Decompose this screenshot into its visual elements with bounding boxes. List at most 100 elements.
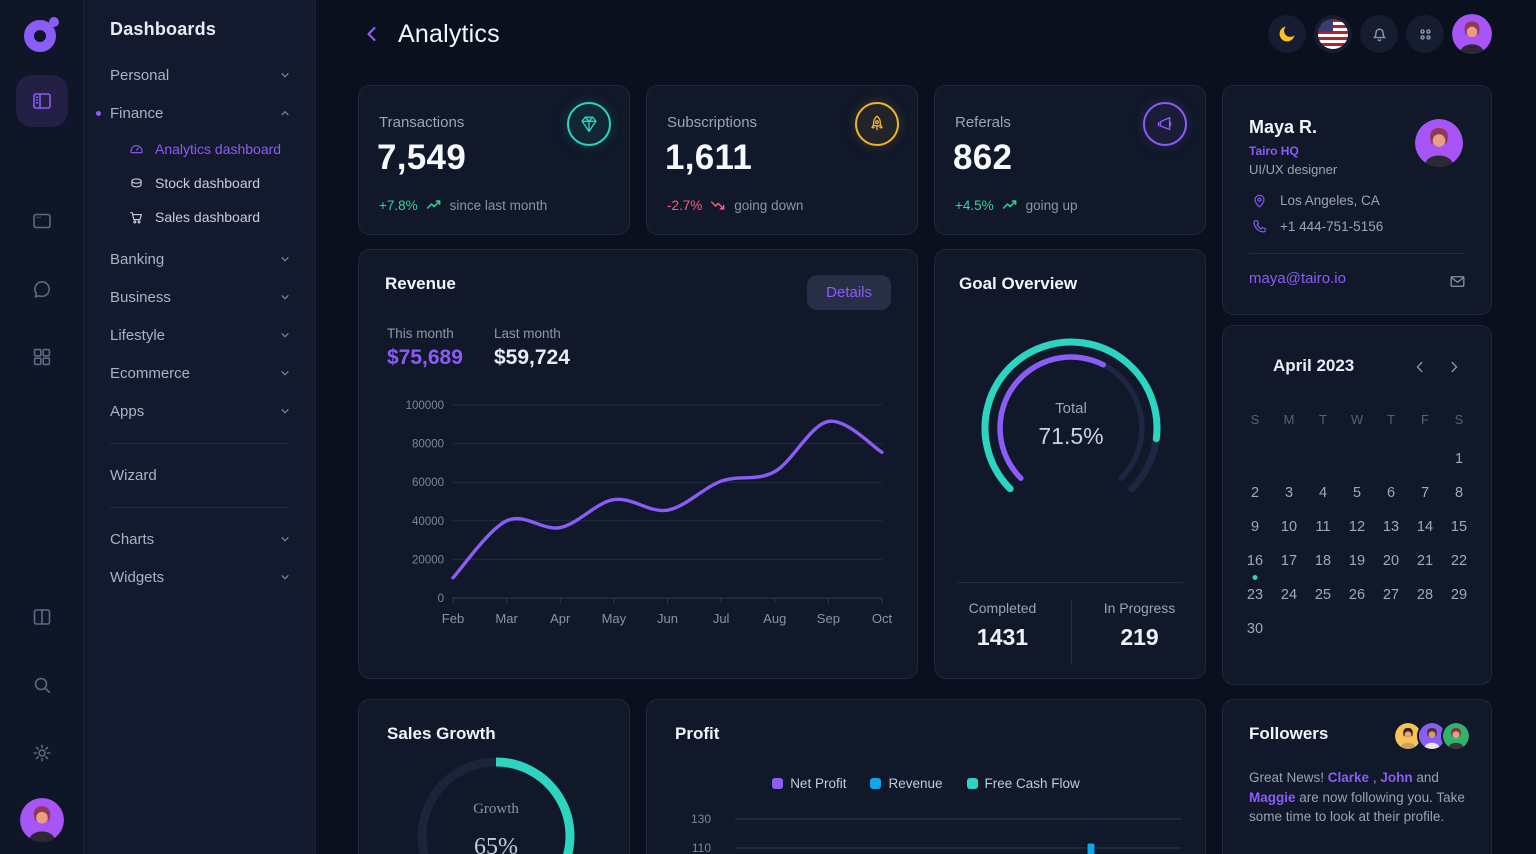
svg-text:110: 110 (692, 841, 711, 854)
follower-name-link[interactable]: John (1380, 770, 1413, 785)
language-button[interactable] (1314, 15, 1352, 53)
legend-item-net-profit[interactable]: Net Profit (772, 776, 846, 791)
stat-card-referals: Referals 862 +4.5% going up (934, 85, 1206, 235)
sidebar-item-business[interactable]: Business (84, 278, 315, 316)
rail-item-window-icon[interactable] (30, 209, 54, 233)
legend-item-revenue[interactable]: Revenue (870, 776, 943, 791)
svg-text:80000: 80000 (412, 439, 444, 451)
details-button[interactable]: Details (807, 275, 891, 310)
icon-rail (0, 0, 84, 854)
svg-text:Apr: Apr (550, 611, 571, 626)
goal-center-value: 71.5% (1038, 423, 1104, 449)
calendar-day[interactable]: 12 (1348, 519, 1366, 535)
sidebar-item-lifestyle[interactable]: Lifestyle (84, 316, 315, 354)
apps-button[interactable] (1406, 15, 1444, 53)
chat-icon (33, 281, 50, 298)
svg-text:Aug: Aug (763, 611, 786, 626)
follower-avatar-1[interactable] (1393, 721, 1423, 751)
calendar-day[interactable]: 9 (1250, 519, 1260, 535)
header-user-avatar[interactable] (1452, 14, 1492, 54)
follower-avatar-3[interactable] (1441, 721, 1471, 751)
calendar-day[interactable]: 18 (1314, 553, 1332, 569)
rail-item-sidebar-layout-icon[interactable] (15, 75, 68, 127)
rail-item-columns-icon[interactable] (30, 605, 54, 629)
theme-toggle-button[interactable] (1268, 15, 1306, 53)
calendar-day[interactable]: 17 (1280, 553, 1298, 569)
goal-title: Goal Overview (959, 274, 1078, 293)
calendar-day[interactable]: 28 (1416, 587, 1434, 603)
chevron-down-icon (281, 371, 289, 376)
rail-item-chat-icon[interactable] (30, 277, 54, 301)
svg-text:Growth: Growth (473, 801, 519, 817)
notifications-button[interactable] (1360, 15, 1398, 53)
sidebar-item-ecommerce[interactable]: Ecommerce (84, 354, 315, 392)
tairo-logo[interactable] (22, 14, 62, 54)
inprogress-label: In Progress (1103, 600, 1176, 616)
calendar-day[interactable]: 1 (1454, 451, 1464, 467)
sidebar-item-banking[interactable]: Banking (84, 240, 315, 278)
calendar-day[interactable]: 27 (1382, 587, 1400, 603)
profile-email-link[interactable]: maya@tairo.io (1249, 270, 1346, 287)
calendar-day-empty (1340, 442, 1374, 476)
profile-role: UI/UX designer (1249, 162, 1338, 177)
sidebar-item-finance[interactable]: Finance (84, 94, 315, 132)
chevron-down-icon (281, 537, 289, 542)
calendar-day[interactable]: 4 (1318, 485, 1328, 501)
rocket-icon (871, 115, 883, 131)
calendar-day[interactable]: 8 (1454, 485, 1464, 501)
sidebar-item-stock-dashboard[interactable]: Stock dashboard (84, 166, 315, 200)
sidebar-item-personal[interactable]: Personal (84, 56, 315, 94)
calendar-day[interactable]: 2 (1250, 485, 1260, 501)
calendar-day[interactable]: 30 (1246, 621, 1264, 637)
follower-name-link[interactable]: Maggie (1249, 789, 1296, 805)
calendar-day[interactable]: 25 (1314, 587, 1332, 603)
sidebar-item-apps[interactable]: Apps (84, 392, 315, 430)
calendar-day[interactable]: 29 (1450, 587, 1468, 603)
calendar-day[interactable]: 24 (1280, 587, 1298, 603)
sidebar-item-wizard[interactable]: Wizard (110, 466, 157, 484)
rail-item-grid-icon[interactable] (30, 345, 54, 369)
stat-card-transactions: Transactions 7,549 +7.8% since last month (358, 85, 630, 235)
sidebar-item-analytics-dashboard[interactable]: Analytics dashboard (84, 132, 315, 166)
sales-growth-card: Sales Growth Growth 65% (358, 699, 630, 854)
calendar-day[interactable]: 14 (1416, 519, 1434, 535)
stat-value: 862 (953, 138, 1013, 177)
profile-company: Tairo HQ (1249, 144, 1299, 158)
rail-item-settings-icon[interactable] (30, 741, 54, 765)
mail-icon[interactable] (1448, 272, 1467, 296)
calendar-next-button[interactable] (1445, 358, 1463, 376)
svg-text:Feb: Feb (442, 611, 464, 626)
calendar-day[interactable]: 5 (1352, 485, 1362, 501)
weekday-label: T (1387, 412, 1395, 427)
back-button[interactable] (360, 22, 384, 46)
calendar-day[interactable]: 23 (1246, 587, 1264, 603)
follower-name-link[interactable]: Clarke (1327, 770, 1370, 785)
calendar-prev-button[interactable] (1411, 358, 1429, 376)
calendar-day[interactable]: 11 (1315, 519, 1331, 535)
calendar-day[interactable]: 6 (1386, 485, 1396, 501)
calendar-day[interactable]: 15 (1450, 519, 1468, 535)
rail-item-search-icon[interactable] (30, 673, 54, 697)
svg-text:130: 130 (691, 812, 711, 826)
calendar-day[interactable]: 10 (1280, 519, 1298, 535)
calendar-day[interactable]: 19 (1348, 553, 1366, 569)
profile-card: Maya R. Tairo HQ UI/UX designer Los Ange… (1222, 85, 1492, 315)
followers-card: Followers Great News! Clarke , John and … (1222, 699, 1492, 854)
search-icon (34, 677, 50, 694)
calendar-day[interactable]: 13 (1382, 519, 1400, 535)
svg-text:May: May (602, 611, 627, 626)
calendar-day[interactable]: 20 (1382, 553, 1400, 569)
sidebar-item-widgets[interactable]: Widgets (84, 558, 315, 596)
followers-message: Great News! Clarke , John and Maggie are… (1249, 770, 1465, 824)
calendar-day[interactable]: 7 (1420, 485, 1430, 501)
rail-user-avatar[interactable] (19, 798, 64, 842)
calendar-day[interactable]: 26 (1348, 587, 1366, 603)
stat-label: Transactions (379, 114, 465, 131)
legend-item-free-cash-flow[interactable]: Free Cash Flow (966, 776, 1080, 791)
sidebar-item-sales-dashboard[interactable]: Sales dashboard (84, 200, 315, 234)
calendar-day[interactable]: 22 (1450, 553, 1468, 569)
calendar-day[interactable]: 16 (1238, 544, 1272, 578)
calendar-day[interactable]: 21 (1416, 553, 1434, 569)
calendar-day[interactable]: 3 (1284, 485, 1294, 501)
sidebar-item-charts[interactable]: Charts (84, 520, 315, 558)
